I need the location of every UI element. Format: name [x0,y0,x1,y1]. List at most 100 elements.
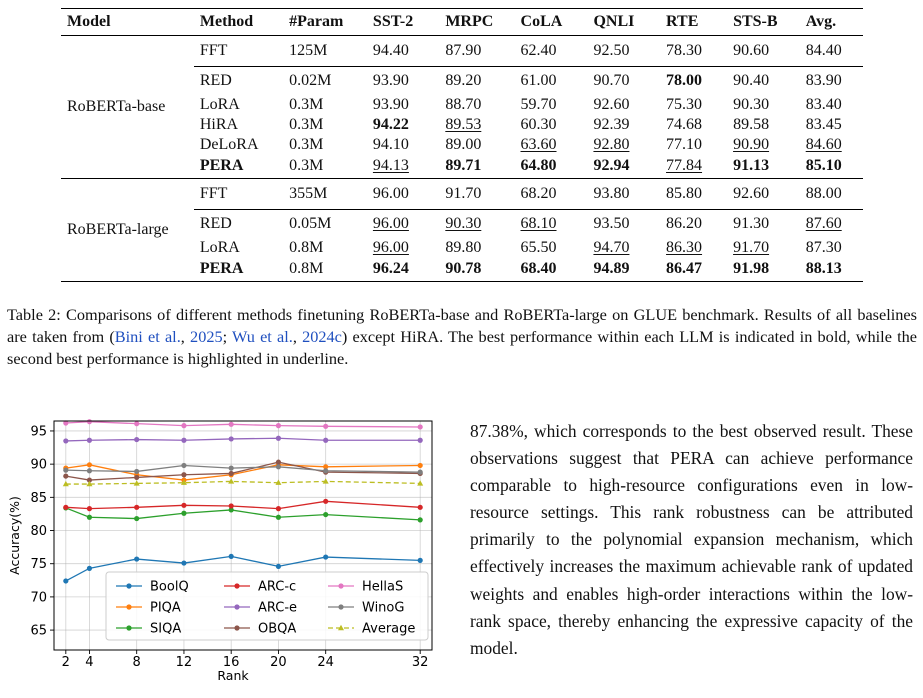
data-point [275,435,282,441]
data-point [86,462,93,468]
data-point [181,510,187,516]
legend-label: BoolQ [150,580,189,595]
score-cell: 91.98 [733,260,770,278]
data-point [228,507,234,513]
y-tick-label: 95 [30,424,47,439]
data-point [417,469,423,475]
score-cell: 90.70 [593,71,630,89]
score-cell: 89.58 [733,115,770,133]
legend-marker [338,583,344,589]
x-axis-label: Rank [217,668,249,683]
score-cell: 92.94 [593,157,630,175]
citation-year-link[interactable]: 2024c [302,327,342,346]
param-cell: 0.02M [289,71,332,89]
param-cell: 0.05M [289,214,332,232]
score-cell: 89.71 [445,157,482,175]
table-row: PERA 0.8M 96.24 90.78 68.40 94.89 86.47 91.98 88… [61,258,863,282]
series-line [65,500,421,510]
score-cell: 91.70 [733,238,770,256]
citation-year-link[interactable]: 2025 [190,327,223,346]
score-cell: 68.20 [514,178,588,210]
data-point [275,423,282,429]
data-point [86,480,93,487]
score-cell: 84.40 [799,35,863,67]
results-table: Model Method #Param SST-2 MRPC CoLA QNLI RTE STS… [61,8,863,282]
score-cell: 85.10 [805,157,842,175]
series-line [65,555,421,582]
score-cell: 90.40 [733,71,770,89]
score-cell: 86.20 [666,214,703,232]
method-cell: FFT [193,178,284,210]
score-cell: 89.80 [445,238,482,256]
data-point [323,464,329,470]
method-cell: FFT [193,35,284,67]
data-point [86,468,93,474]
model-name-cell: RoBERTa-base [67,98,166,115]
data-point [181,560,187,566]
score-cell: 85.80 [660,178,728,210]
x-tick-label: 8 [133,655,141,670]
legend-label: ARC-e [258,601,297,616]
data-point [417,557,423,563]
score-cell: 90.30 [733,95,770,113]
score-cell: 63.60 [520,135,557,153]
data-point [63,473,69,479]
score-cell: 88.70 [445,95,482,113]
param-cell: 0.3M [289,95,324,113]
data-point [181,423,187,429]
plot-frame [53,420,433,651]
table-caption: Table 2: Comparisons of different method… [7,304,917,370]
score-cell: 90.30 [445,214,482,232]
table-header-row: Model Method #Param SST-2 MRPC CoLA QNLI RTE STS… [61,8,863,36]
table-row: HiRA 0.3M 94.22 89.53 60.30 92.39 74.68 89.58 83… [61,115,863,135]
method-cell: LoRA [199,95,240,113]
column-header: SST-2 [372,13,414,30]
score-cell: 90.90 [733,135,770,153]
citation-link[interactable]: Bini et al. [114,327,181,346]
score-cell: 64.80 [520,157,557,175]
legend-marker [338,624,344,631]
score-cell: 65.50 [520,238,557,256]
citation-link[interactable]: Wu et al. [232,327,293,346]
caption-separator: ; [222,327,233,346]
x-tick-label: 2 [62,655,70,670]
table-row: LoRA 0.3M 93.90 88.70 59.70 92.60 75.30 90.30 83… [61,95,863,115]
series-line [65,421,421,428]
score-cell: 84.60 [805,135,842,153]
x-tick-label: 32 [412,655,429,670]
data-point [417,517,423,523]
score-cell: 92.60 [593,95,630,113]
data-point [275,464,282,470]
y-axis-label: Accuracy(%) [7,496,22,575]
method-cell: DeLoRA [199,135,259,153]
score-cell: 93.90 [372,95,409,113]
column-header: MRPC [445,13,494,30]
caption-tail: ) except HiRA. The best performance with… [7,327,917,368]
method-cell: RED [199,214,232,232]
data-point [181,502,187,508]
score-cell: 92.39 [593,115,630,133]
score-cell: 87.60 [805,214,842,232]
data-point [62,480,69,487]
data-point [86,514,93,520]
series-line [65,464,421,481]
score-cell: 96.00 [372,214,409,232]
caption-separator: , [180,327,191,346]
x-tick-label: 4 [85,655,93,670]
legend-marker [126,583,132,589]
data-point [417,480,424,486]
score-cell: 96.00 [366,178,440,210]
y-tick-label: 65 [30,624,47,639]
data-point [134,468,140,475]
data-point [134,504,140,510]
table-row: DeLoRA 0.3M 94.10 89.00 63.60 92.80 77.10 90.90… [61,135,863,155]
data-point [323,554,329,560]
y-tick-label: 75 [30,557,47,572]
data-point [228,553,234,560]
data-point [86,477,93,483]
column-header: CoLA [520,13,563,30]
data-point [228,436,234,442]
param-cell: 0.3M [289,115,324,133]
column-header: Avg. [805,13,837,30]
y-tick-label: 70 [30,590,47,605]
